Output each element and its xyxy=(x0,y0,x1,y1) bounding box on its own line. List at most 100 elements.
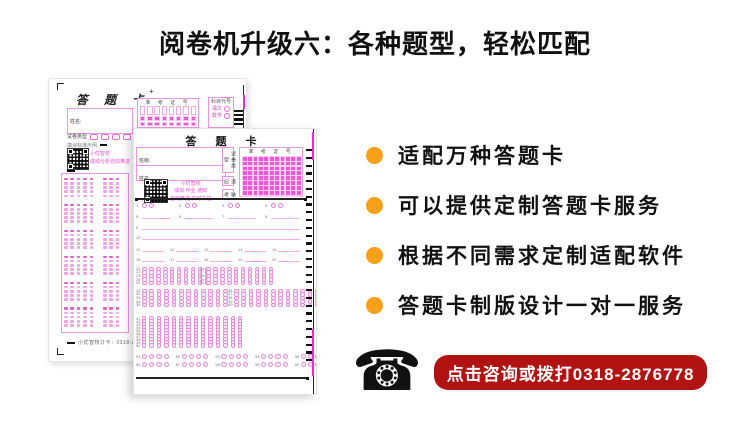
timing-bar xyxy=(306,156,312,159)
bubble xyxy=(83,194,87,198)
bubble xyxy=(76,324,81,327)
bubble-row xyxy=(64,185,126,189)
bubble xyxy=(89,190,94,193)
bubble xyxy=(102,307,107,311)
bubble xyxy=(70,272,74,275)
answer-bubble xyxy=(183,280,189,286)
digit-bubble xyxy=(285,191,290,195)
bubble xyxy=(70,233,74,237)
bubble-row: 50 xyxy=(136,343,245,348)
answer-bubble xyxy=(212,280,218,286)
question-group: 51 xyxy=(136,354,171,360)
digit-bubble xyxy=(269,191,274,195)
bubble-row xyxy=(64,298,126,302)
question-row: 10 xyxy=(136,236,308,240)
back-bubble-grid xyxy=(61,173,129,333)
exam-number-label: 准 考 证 号 xyxy=(248,149,294,155)
answer-bubble xyxy=(190,280,196,286)
bubble xyxy=(109,320,113,323)
question-group: 59 xyxy=(255,362,290,368)
bubble xyxy=(115,238,120,241)
timing-marks-column xyxy=(306,149,312,367)
bubble-block xyxy=(64,255,126,276)
bubble-row xyxy=(64,259,126,263)
answer-bubble xyxy=(261,354,267,360)
digit-write-cell xyxy=(140,106,146,115)
bubble xyxy=(83,298,87,301)
qr-finder xyxy=(83,149,88,154)
answer-blank xyxy=(277,260,300,262)
question-group: 9 xyxy=(136,226,304,230)
bubble xyxy=(64,186,68,189)
digit-write-cell xyxy=(154,106,160,115)
bubble-block: 36 37 38 39 40 xyxy=(228,288,316,308)
answer-bubble xyxy=(149,343,154,348)
barcode-bar xyxy=(234,122,243,125)
digit-bubble xyxy=(269,181,274,186)
digit-bubble xyxy=(242,176,247,181)
bubble xyxy=(102,315,107,319)
bubble xyxy=(115,216,120,219)
exam-digit-column xyxy=(161,106,168,127)
timing-bar xyxy=(306,296,312,300)
answer-bubble xyxy=(163,362,169,368)
bubble xyxy=(109,311,113,315)
digit-bubble xyxy=(242,191,247,195)
answer-bubble xyxy=(208,302,214,308)
bubble xyxy=(83,307,87,311)
answer-bubble xyxy=(148,203,155,209)
digit-write-cell xyxy=(176,106,182,115)
bubble-row xyxy=(64,211,126,215)
question-number: 1 xyxy=(136,202,139,208)
bubble-row xyxy=(64,237,126,241)
bubble-row xyxy=(64,307,126,311)
sheet-edge-mark xyxy=(312,329,315,376)
digit-bubble xyxy=(264,166,269,171)
bubble xyxy=(89,272,94,275)
class-label: 班级: xyxy=(139,158,151,164)
digit-bubble xyxy=(258,191,263,195)
question-group: 15 xyxy=(272,248,306,252)
bubble xyxy=(102,324,107,327)
answer-bubble xyxy=(191,203,198,209)
bubble xyxy=(83,207,87,211)
bubble xyxy=(115,177,120,181)
bubble-row xyxy=(64,246,126,250)
timing-bar xyxy=(306,180,312,183)
answer-blank xyxy=(141,228,300,230)
bubble-row xyxy=(64,263,126,267)
digit-bubble xyxy=(248,176,252,181)
question-number: 15 xyxy=(272,247,277,252)
barcode-bar xyxy=(234,110,243,113)
answer-blank xyxy=(227,217,256,219)
bubble xyxy=(109,285,113,289)
digit-bubble xyxy=(280,171,285,176)
bubble xyxy=(76,229,81,233)
question-number: 24 xyxy=(136,276,141,282)
bubble xyxy=(102,194,107,198)
digit-bubble xyxy=(280,186,285,190)
digit-bubble xyxy=(258,156,263,161)
feature-list: 适配万种答题卡 可以提供定制答题卡服务 根据不同需求定制适配软件 答题卡制版设计… xyxy=(366,144,736,344)
bubble xyxy=(89,229,94,233)
digit-bubble xyxy=(275,191,279,195)
digit-bubble xyxy=(264,186,269,190)
question-group: 16 xyxy=(136,258,170,262)
bubble-block xyxy=(64,307,126,328)
exam-digit-column xyxy=(252,156,259,197)
timing-bar xyxy=(306,195,312,198)
consult-call-button[interactable]: 点击咨询或拨打0318-2876778 xyxy=(433,354,708,390)
exam-digit-column xyxy=(290,156,296,197)
digit-bubble xyxy=(291,166,296,171)
bubble xyxy=(83,190,87,193)
bubble xyxy=(70,268,74,271)
exam-digit-column xyxy=(263,156,269,197)
answer-bubble xyxy=(156,302,162,308)
digit-bubble xyxy=(275,176,279,181)
digit-bubble xyxy=(291,171,296,176)
qr-caption-line: 成绩 作业 通知 xyxy=(174,188,208,195)
answer-bubble xyxy=(242,362,249,368)
bubble-row xyxy=(64,194,126,198)
fill-hint-row: 填涂标准示例 xyxy=(67,142,108,149)
barcode-bar xyxy=(234,114,243,117)
